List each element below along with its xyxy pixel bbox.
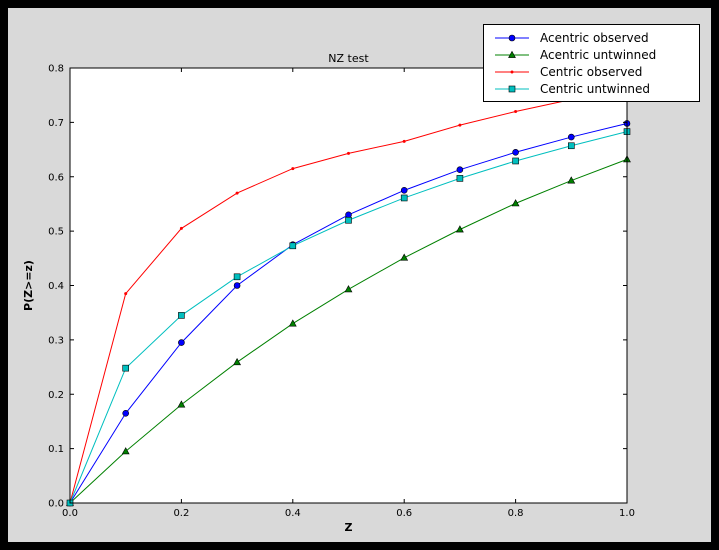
legend-swatch [495, 50, 529, 58]
square-marker [122, 364, 129, 372]
point-marker [235, 191, 239, 195]
chart-title: NZ test [328, 52, 369, 65]
triangle-marker [511, 199, 520, 207]
circle-marker [567, 133, 575, 141]
x-tick-label: 0.4 [285, 508, 301, 519]
y-tick-label: 0.4 [48, 281, 64, 292]
y-tick-label: 0.1 [48, 444, 64, 455]
legend-swatch [495, 85, 529, 92]
triangle-marker [455, 225, 464, 233]
triangle-marker [288, 319, 297, 327]
square-marker [508, 85, 516, 92]
legend-item: Acentric observed [484, 29, 699, 46]
triangle-marker [344, 285, 353, 293]
y-tick-label: 0.2 [48, 390, 64, 401]
legend-item: Centric observed [484, 63, 699, 80]
circle-marker [345, 211, 352, 219]
point-marker [402, 139, 406, 143]
circle-marker [456, 166, 464, 173]
triangle-marker [233, 357, 242, 366]
legend: Acentric observed Acentric untwinned Centr… [483, 24, 700, 102]
point-marker [510, 70, 514, 73]
legend-label: Acentric untwinned [540, 47, 657, 62]
x-tick-label: 0.6 [396, 508, 412, 519]
triangle-marker [508, 50, 516, 58]
y-tick-label: 0.7 [48, 118, 64, 129]
y-tick-label: 0.5 [48, 227, 64, 238]
point-marker [347, 151, 350, 155]
square-marker [512, 157, 519, 165]
triangle-marker [400, 253, 409, 261]
legend-item: Acentric untwinned [484, 46, 699, 63]
legend-swatch [495, 34, 529, 41]
point-marker [124, 292, 128, 296]
triangle-marker [567, 176, 576, 184]
y-tick-label: 0.3 [48, 335, 64, 346]
square-marker [456, 175, 464, 182]
square-marker [345, 216, 352, 224]
chart-canvas: 0.0 0.2 0.4 0.6 0.8 1.0 0.0 0.1 0.2 0.3 0.4 0.5 0.6 0… [22, 64, 635, 520]
square-marker [567, 142, 575, 150]
y-tick-label: 0.0 [48, 499, 64, 510]
legend-swatch [495, 70, 529, 73]
point-marker [458, 123, 462, 127]
circle-marker [400, 187, 408, 194]
x-axis-label: Z [344, 521, 353, 534]
circle-marker [122, 409, 129, 417]
triangle-marker [121, 447, 130, 455]
y-tick-label: 0.8 [48, 64, 64, 75]
x-tick-label: 0.2 [173, 508, 189, 519]
point-marker [514, 110, 518, 113]
circle-marker [178, 339, 185, 346]
square-marker [233, 273, 241, 281]
legend-item: Centric untwinned [484, 80, 699, 97]
x-tick-label: 1.0 [619, 508, 635, 519]
x-tick-label: 0.0 [62, 508, 78, 519]
x-tick-label: 0.8 [508, 508, 524, 519]
figure: 0.0 0.2 0.4 0.6 0.8 1.0 0.0 0.1 0.2 0.3 0.4 0.5 0.6 0… [8, 8, 711, 542]
circle-marker [512, 148, 519, 156]
circle-marker [508, 34, 516, 41]
point-marker [291, 167, 295, 171]
y-tick-label: 0.6 [48, 172, 64, 183]
square-marker [178, 312, 185, 319]
triangle-marker [177, 400, 186, 408]
series-centric-untwinned [66, 128, 631, 507]
y-axis-label: P(Z>=z) [22, 260, 35, 311]
legend-label: Acentric observed [540, 30, 649, 45]
circle-marker [233, 282, 241, 289]
point-marker [179, 226, 183, 230]
square-marker [400, 194, 408, 202]
square-marker [289, 242, 297, 250]
legend-label: Centric observed [540, 64, 643, 79]
legend-label: Centric untwinned [540, 81, 651, 96]
